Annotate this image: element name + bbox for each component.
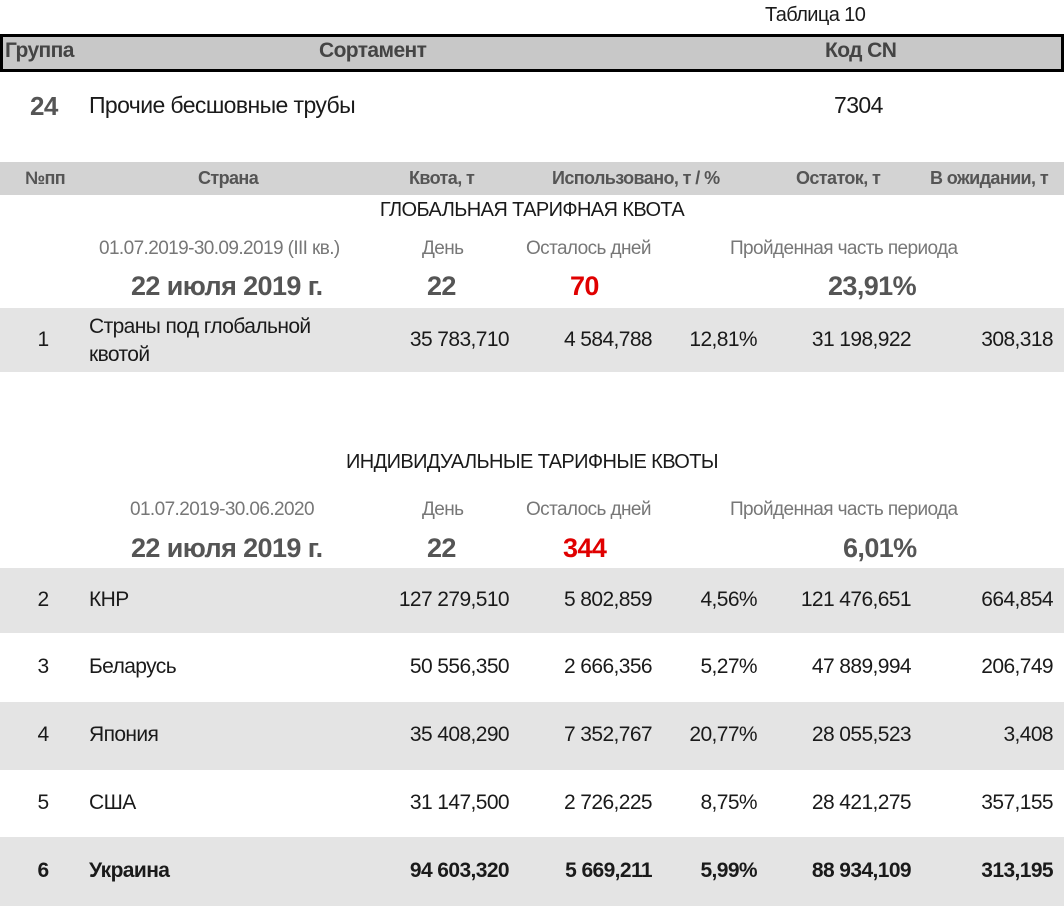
row-quota: 31 147,500 <box>409 791 510 814</box>
row-pending: 664,854 <box>981 588 1053 611</box>
row-pending: 3,408 <box>1003 723 1053 746</box>
row-quota: 50 556,350 <box>409 655 510 678</box>
individual-period: 01.07.2019-30.06.2020 <box>130 499 315 520</box>
row-pending: 313,195 <box>981 859 1053 882</box>
table-row: 2 КНР 127 279,510 5 802,859 4,56% 121 476,651… <box>0 568 1064 633</box>
row-number: 5 <box>37 791 49 814</box>
row-used: 5 669,211 <box>565 859 652 882</box>
global-passed-label: Пройденная часть периода <box>730 238 958 259</box>
global-days-left-label: Осталось дней <box>526 238 651 259</box>
row-number: 6 <box>37 859 49 882</box>
cn-code-header-label: Код CN <box>825 39 897 62</box>
global-day-label: День <box>422 238 464 259</box>
row-quota: 127 279,510 <box>398 588 510 611</box>
global-period: 01.07.2019-30.09.2019 (III кв.) <box>99 238 340 259</box>
row-used: 5 802,859 <box>563 588 653 611</box>
assortment-header-label: Сортамент <box>319 39 427 62</box>
table-row: 5 США 31 147,500 2 726,225 8,75% 28 421,275 35… <box>0 770 1064 837</box>
row-country: Беларусь <box>89 655 177 678</box>
col-quota: Квота, т <box>409 168 475 188</box>
row-number: 1 <box>37 328 49 351</box>
global-section-title: ГЛОБАЛЬНАЯ ТАРИФНАЯ КВОТА <box>379 199 685 221</box>
row-remainder: 121 476,651 <box>800 588 912 611</box>
row-pending: 206,749 <box>981 655 1053 678</box>
row-number: 4 <box>37 723 49 746</box>
individual-section-title: ИНДИВИДУАЛЬНЫЕ ТАРИФНЫЕ КВОТЫ <box>346 451 719 473</box>
row-country: Страны под глобальной квотой <box>89 315 311 366</box>
product-cn-code: 7304 <box>834 92 883 118</box>
table-row: 3 Беларусь 50 556,350 2 666,356 5,27% 47 889,… <box>0 633 1064 702</box>
group-header-label: Группа <box>5 39 74 62</box>
row-number: 2 <box>37 588 49 611</box>
row-country: КНР <box>89 588 129 611</box>
row-used-percent: 5,27% <box>700 655 757 678</box>
row-used-percent: 12,81% <box>689 328 757 351</box>
row-used-percent: 8,75% <box>700 791 757 814</box>
table-row: 6 Украина 94 603,320 5 669,211 5,99% 88 934,1… <box>0 837 1064 906</box>
individual-days-left-label: Осталось дней <box>526 499 651 520</box>
row-used: 2 666,356 <box>563 655 653 678</box>
group-header: Группа Сортамент Код CN <box>0 34 1064 72</box>
row-quota: 35 783,710 <box>409 328 510 351</box>
global-day: 22 <box>427 271 456 301</box>
row-pending: 308,318 <box>981 328 1053 351</box>
col-country: Страна <box>198 168 259 188</box>
row-quota: 35 408,290 <box>409 723 510 746</box>
row-used-percent: 5,99% <box>700 859 757 882</box>
row-remainder: 47 889,994 <box>811 655 912 678</box>
individual-date: 22 июля 2019 г. <box>131 533 323 563</box>
row-number: 3 <box>37 655 49 678</box>
individual-passed-label: Пройденная часть периода <box>730 499 958 520</box>
col-number: №пп <box>25 168 66 188</box>
col-remainder: Остаток, т <box>796 168 881 188</box>
individual-days-left: 344 <box>563 533 607 563</box>
table-row: 4 Япония 35 408,290 7 352,767 20,77% 28 055,5… <box>0 702 1064 770</box>
row-used-percent: 20,77% <box>689 723 757 746</box>
individual-passed: 6,01% <box>843 533 917 563</box>
row-country: Япония <box>89 723 159 746</box>
global-passed: 23,91% <box>828 271 917 301</box>
table-header: №пп Страна Квота, т Использовано, т / % … <box>0 162 1064 195</box>
row-used: 4 584,788 <box>563 328 653 351</box>
row-used: 2 726,225 <box>563 791 653 814</box>
global-days-left: 70 <box>570 271 599 301</box>
table-label: Таблица 10 <box>765 4 866 26</box>
individual-day: 22 <box>427 533 456 563</box>
row-used: 7 352,767 <box>563 723 653 746</box>
row-used-percent: 4,56% <box>700 588 757 611</box>
row-remainder: 88 934,109 <box>811 859 912 882</box>
row-remainder: 28 421,275 <box>811 791 912 814</box>
col-used: Использовано, т / % <box>552 168 720 188</box>
global-date: 22 июля 2019 г. <box>131 271 323 301</box>
individual-day-label: День <box>422 499 464 520</box>
row-quota: 94 603,320 <box>409 859 510 882</box>
col-pending: В ожидании, т <box>930 168 1049 188</box>
row-remainder: 28 055,523 <box>811 723 912 746</box>
row-country: Украина <box>89 859 170 882</box>
product-name: Прочие бесшовные трубы <box>89 92 356 118</box>
row-country: США <box>89 791 136 814</box>
row-pending: 357,155 <box>981 791 1053 814</box>
table-row: 1 Страны под глобальной квотой 35 783,71… <box>0 308 1064 372</box>
product-group: 24 <box>30 91 58 121</box>
row-remainder: 31 198,922 <box>811 328 912 351</box>
